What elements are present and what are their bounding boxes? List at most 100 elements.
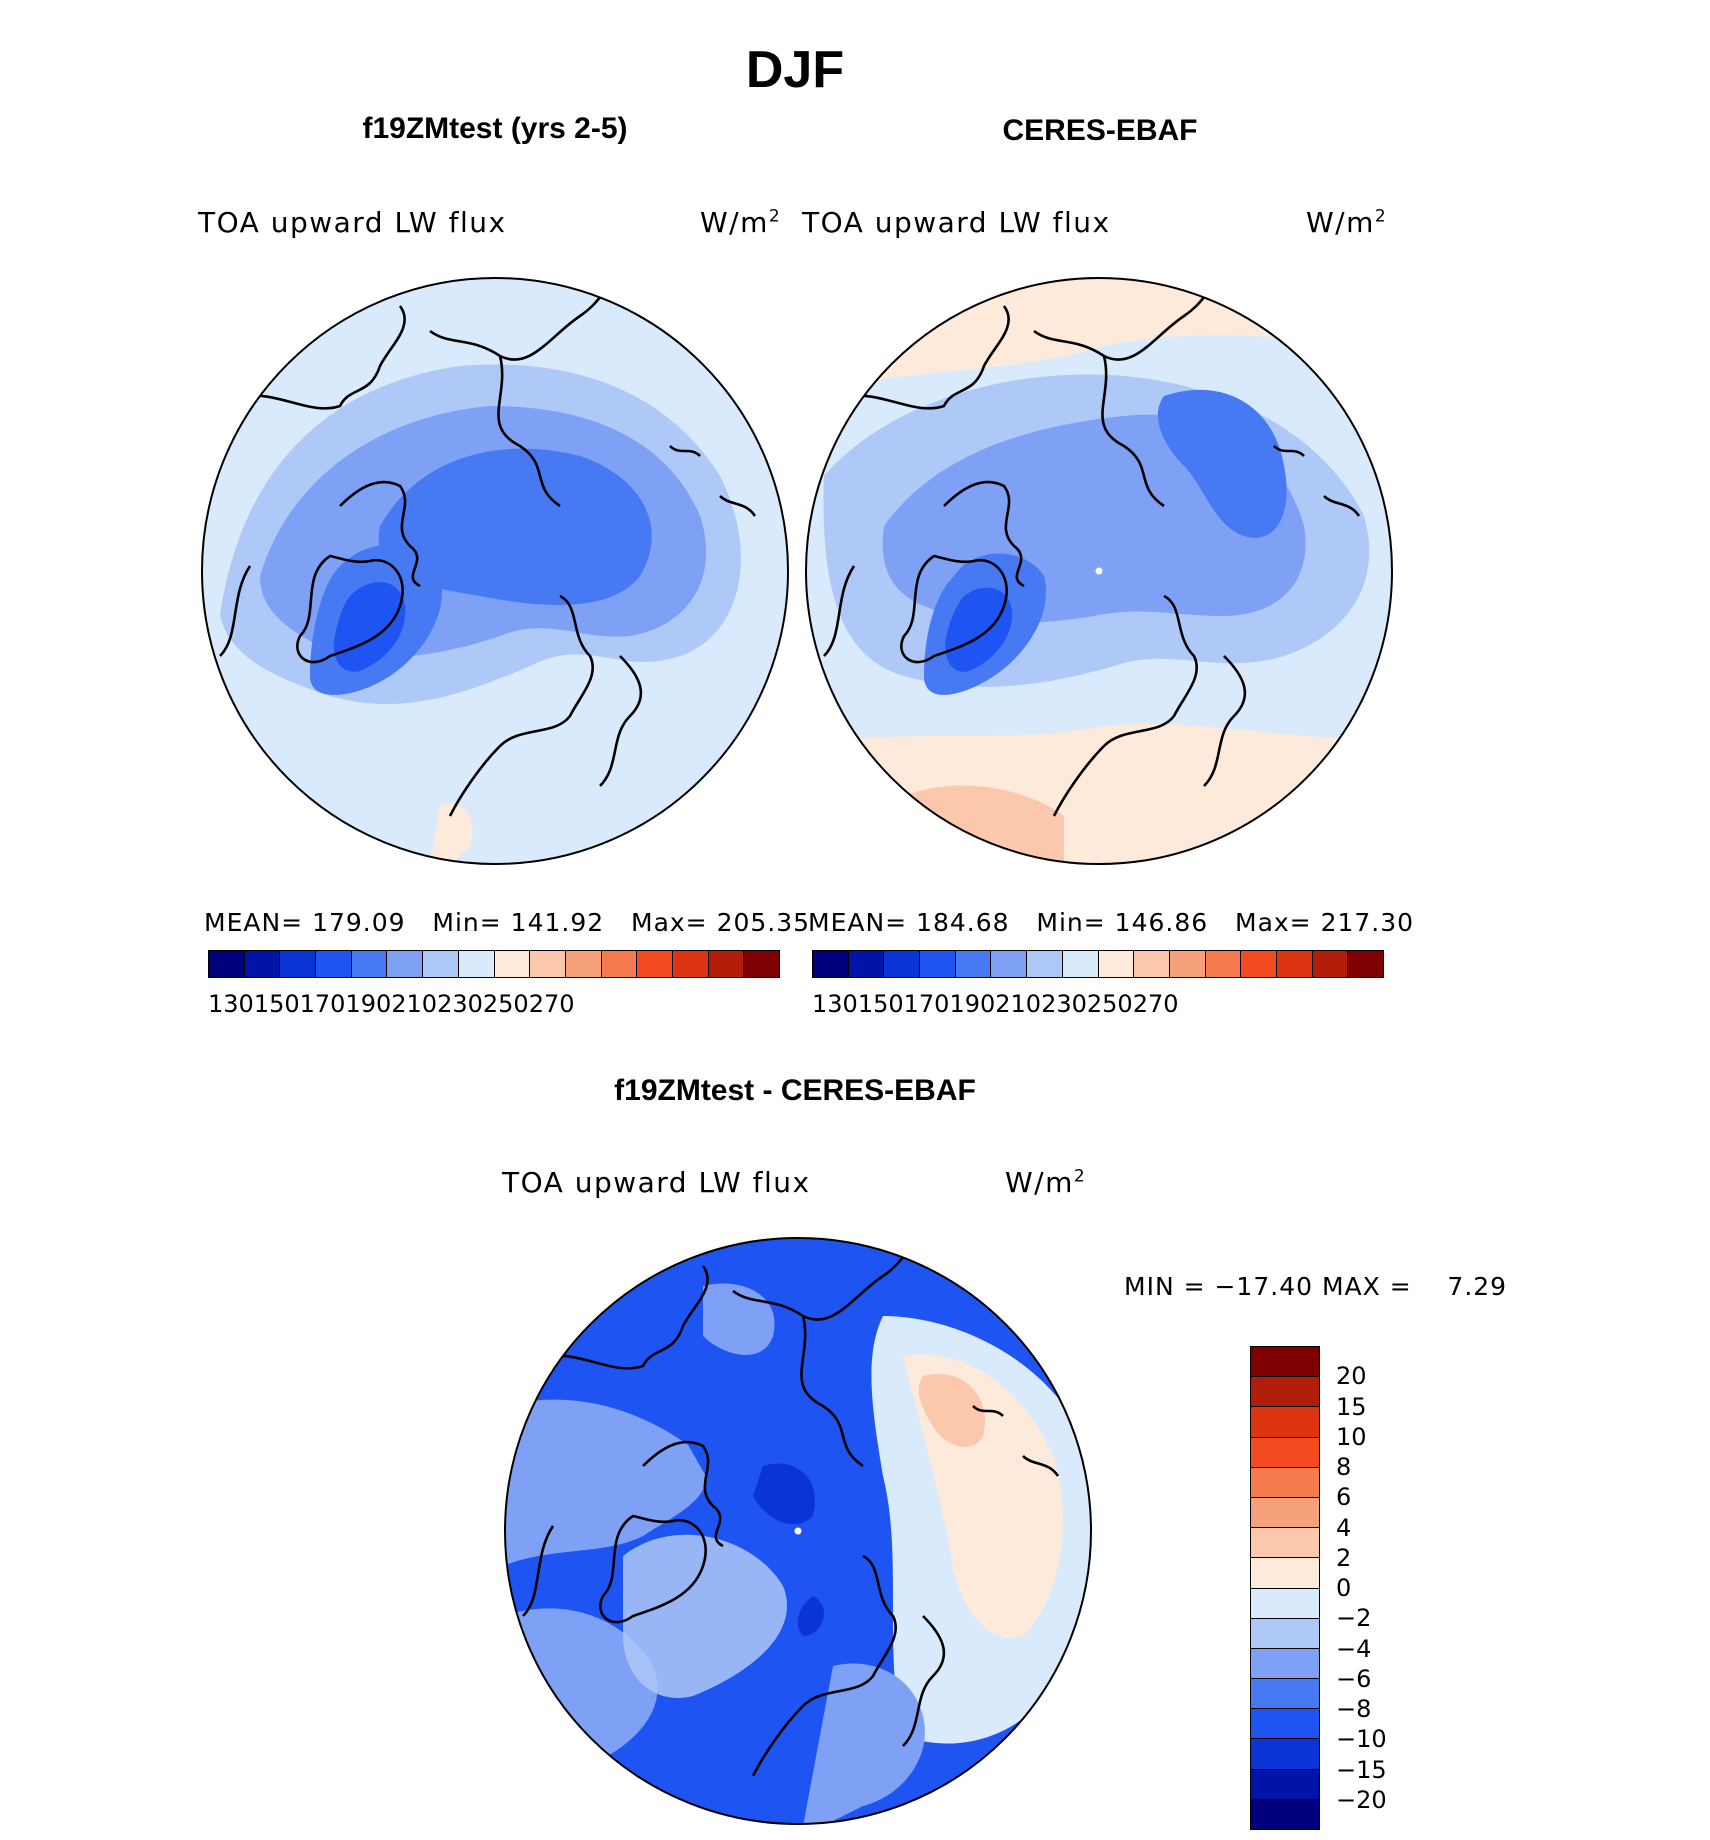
colorbar-swatch [458, 951, 495, 977]
colorbar-tick-label: 170 [299, 990, 346, 1018]
colorbar-swatch [244, 951, 281, 977]
colorbar-swatch [1251, 1588, 1319, 1619]
colorbar-swatch [813, 951, 849, 977]
colorbar-swatch [1251, 1739, 1319, 1770]
colorbar-swatch [708, 951, 745, 977]
colorbar-swatch [920, 951, 956, 977]
obs-panel-title: CERES-EBAF [1002, 114, 1198, 147]
obs-units-label: W/m2 [1306, 206, 1388, 239]
colorbar-tick-label: 270 [528, 990, 575, 1018]
colorbar-swatch [387, 951, 424, 977]
colorbar-swatch [423, 951, 459, 977]
colorbar-tick-label: 210 [391, 990, 438, 1018]
diff-colorbar-labels: 20 15 10 8 6 4 2 0 −2 −4 −6 −8 −10 −15 −20 [1336, 1346, 1426, 1830]
model-panel-title: f19ZMtest (yrs 2-5) [362, 112, 628, 145]
colorbar-swatch [316, 951, 352, 977]
colorbar-tick-label: 170 [903, 990, 950, 1018]
colorbar-swatch [1251, 1799, 1319, 1829]
model-units-label: W/m2 [700, 206, 782, 239]
colorbar-tick-label: 130 [208, 990, 254, 1018]
colorbar-swatch [1098, 951, 1135, 977]
colorbar-swatch [1169, 951, 1206, 977]
obs-colorbar [812, 950, 1384, 978]
colorbar-tick-label: 250 [482, 990, 529, 1018]
colorbar-swatch [494, 951, 531, 977]
colorbar-swatch [1251, 1377, 1319, 1408]
colorbar-tick-label: 130 [812, 990, 858, 1018]
obs-variable-label: TOA upward LW flux [802, 206, 1111, 239]
colorbar-tick-label: −6 [1336, 1664, 1372, 1693]
colorbar-swatch [1251, 1407, 1319, 1438]
obs-colorbar-ticks: 130150170190210230250270 [812, 990, 1384, 1020]
colorbar-swatch [955, 951, 992, 977]
colorbar-tick-label: 190 [949, 990, 996, 1018]
colorbar-swatch [1251, 1769, 1319, 1800]
colorbar-tick-label: −10 [1336, 1725, 1387, 1754]
colorbar-swatch [1312, 951, 1349, 977]
diff-minmax: MIN = −17.40 MAX = 7.29 [1124, 1272, 1508, 1301]
colorbar-tick-label: 8 [1336, 1453, 1352, 1481]
diff-variable-label: TOA upward LW flux [502, 1166, 811, 1199]
obs-polar-map [805, 277, 1393, 865]
colorbar-tick-label: 270 [1132, 990, 1179, 1018]
colorbar-swatch [991, 951, 1028, 977]
figure-title: DJF [745, 41, 845, 99]
colorbar-tick-label: −8 [1336, 1695, 1372, 1723]
colorbar-swatch [1348, 951, 1383, 977]
colorbar-tick-label: 250 [1086, 990, 1133, 1018]
colorbar-swatch [1251, 1648, 1319, 1680]
colorbar-tick-label: 2 [1336, 1543, 1352, 1572]
colorbar-swatch [1205, 951, 1242, 977]
diff-colorbar [1250, 1346, 1320, 1830]
colorbar-swatch [351, 951, 388, 977]
colorbar-swatch [1134, 951, 1170, 977]
colorbar-swatch [1251, 1437, 1319, 1468]
colorbar-swatch [601, 951, 638, 977]
colorbar-tick-label: 15 [1336, 1392, 1367, 1421]
colorbar-swatch [209, 951, 245, 977]
obs-stats: MEAN= 184.68 Min= 146.86 Max= 217.30 [808, 908, 1415, 937]
colorbar-swatch [1027, 951, 1063, 977]
colorbar-swatch [884, 951, 921, 977]
colorbar-tick-label: 150 [253, 990, 300, 1018]
model-colorbar [208, 950, 780, 978]
model-stats: MEAN= 179.09 Min= 141.92 Max= 205.35 [204, 908, 811, 937]
colorbar-tick-label: 20 [1336, 1362, 1367, 1391]
colorbar-tick-label: 10 [1336, 1422, 1367, 1451]
colorbar-swatch [1251, 1709, 1319, 1740]
diff-units-label: W/m2 [1005, 1166, 1087, 1199]
colorbar-tick-label: 210 [995, 990, 1042, 1018]
colorbar-tick-label: −4 [1336, 1634, 1372, 1663]
colorbar-swatch [1251, 1558, 1319, 1589]
colorbar-tick-label: 230 [1041, 990, 1087, 1018]
colorbar-swatch [1251, 1679, 1319, 1710]
colorbar-tick-label: −20 [1336, 1785, 1387, 1814]
model-variable-label: TOA upward LW flux [198, 206, 507, 239]
colorbar-swatch [1251, 1347, 1319, 1378]
colorbar-tick-label: 4 [1336, 1513, 1352, 1542]
colorbar-swatch [1062, 951, 1099, 977]
diff-polar-map [504, 1237, 1092, 1825]
model-polar-map [201, 277, 789, 865]
colorbar-swatch [1251, 1528, 1319, 1559]
colorbar-swatch [280, 951, 317, 977]
colorbar-tick-label: −2 [1336, 1604, 1372, 1633]
colorbar-tick-label: 190 [345, 990, 392, 1018]
colorbar-swatch [1251, 1497, 1319, 1529]
colorbar-swatch [1241, 951, 1277, 977]
colorbar-tick-label: −15 [1336, 1755, 1387, 1784]
colorbar-swatch [672, 951, 709, 977]
colorbar-swatch [1276, 951, 1313, 977]
colorbar-tick-label: 0 [1336, 1574, 1352, 1602]
colorbar-swatch [637, 951, 673, 977]
colorbar-tick-label: 230 [437, 990, 483, 1018]
colorbar-swatch [565, 951, 602, 977]
model-colorbar-ticks: 130150170190210230250270 [208, 990, 780, 1020]
colorbar-swatch [848, 951, 885, 977]
colorbar-swatch [530, 951, 566, 977]
colorbar-swatch [744, 951, 779, 977]
colorbar-swatch [1251, 1618, 1319, 1649]
colorbar-swatch [1251, 1467, 1319, 1498]
colorbar-tick-label: 150 [857, 990, 904, 1018]
diff-panel-title: f19ZMtest - CERES-EBAF [614, 1074, 976, 1107]
